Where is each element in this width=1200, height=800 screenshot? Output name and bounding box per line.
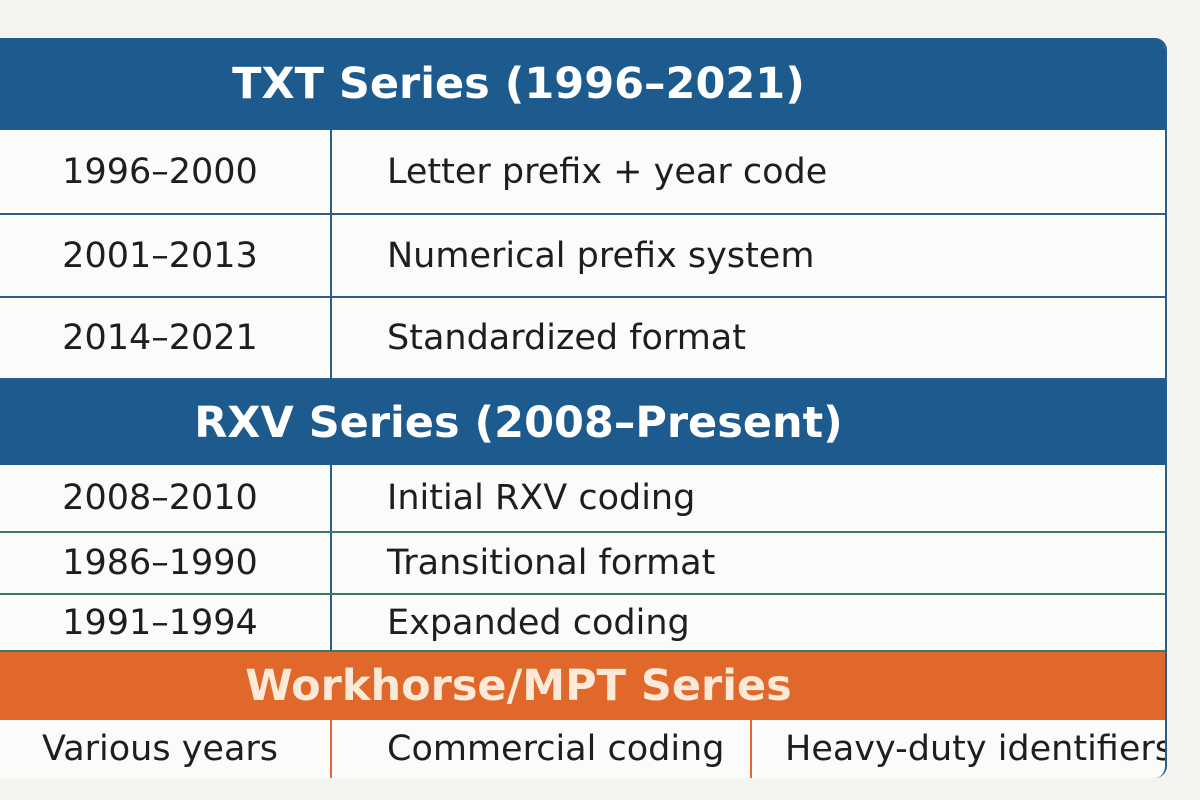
table-row: 2014–2021 Standardized format — [0, 298, 1165, 380]
table-row: 1991–1994 Expanded coding — [0, 595, 1165, 652]
section-title: TXT Series (1996–2021) — [0, 38, 1165, 130]
year-cell: 2001–2013 — [0, 215, 332, 296]
table-row: 2001–2013 Numerical prefix system — [0, 215, 1165, 298]
description-cell: Initial RXV coding — [387, 478, 696, 518]
description-cell: Transitional format — [387, 543, 716, 583]
description-cell: Expanded coding — [387, 602, 690, 643]
table-row: Various years Commercial coding Heavy-duty… — [0, 720, 1167, 778]
description-cell: Numerical prefix system — [387, 235, 815, 276]
cell: Commercial coding — [332, 720, 752, 778]
table-row: 1996–2000 Letter prefix + year code — [0, 130, 1165, 215]
year-cell: 2014–2021 — [0, 298, 332, 378]
year-cell: 1991–1994 — [0, 595, 332, 650]
table: TXT Series (1996–2021) 1996–2000 Letter pr… — [0, 38, 1167, 778]
section-title: Workhorse/MPT Series — [0, 652, 1165, 720]
cell: Heavy-duty identifiers — [785, 729, 1167, 769]
description-cell: Standardized format — [387, 318, 746, 358]
description-cell: Letter prefix + year code — [387, 151, 828, 192]
cell: Various years — [0, 720, 332, 778]
section-title: RXV Series (2008–Present) — [0, 380, 1165, 465]
table-row: 2008–2010 Initial RXV coding — [0, 465, 1165, 533]
year-cell: 1986–1990 — [0, 533, 332, 593]
year-cell: 2008–2010 — [0, 465, 332, 531]
year-cell: 1996–2000 — [0, 130, 332, 213]
table-row: 1986–1990 Transitional format — [0, 533, 1165, 595]
